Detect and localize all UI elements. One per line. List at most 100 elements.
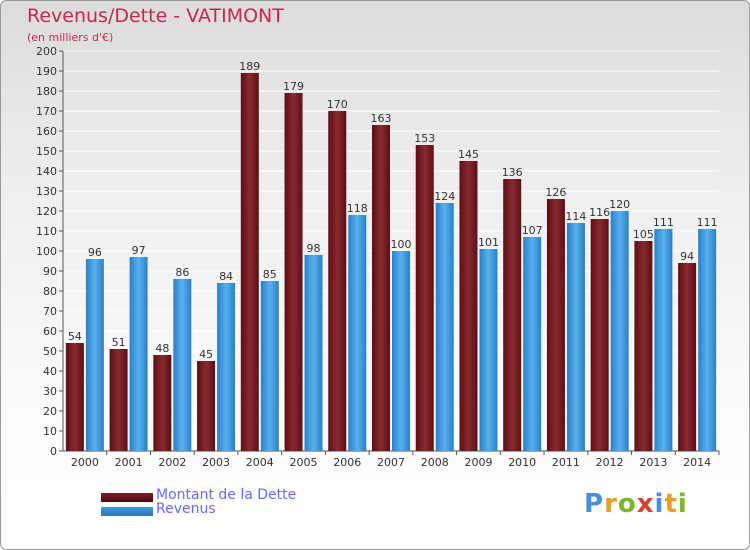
data-label: 118 [347, 202, 368, 215]
bar-dette [197, 361, 216, 451]
x-tick-label: 2005 [290, 456, 318, 469]
x-tick-label: 2004 [246, 456, 274, 469]
data-label: 163 [371, 112, 392, 125]
bar-revenus [85, 259, 104, 451]
data-label: 179 [283, 80, 304, 93]
data-label: 120 [609, 198, 630, 211]
y-tick-label: 100 [36, 245, 57, 258]
y-tick-label: 140 [36, 165, 57, 178]
y-tick-label: 110 [36, 225, 57, 238]
bar-dette [546, 199, 565, 451]
data-label: 124 [434, 190, 455, 203]
x-tick-label: 2006 [333, 456, 361, 469]
data-label: 111 [653, 216, 674, 229]
bar-revenus [129, 257, 148, 451]
y-tick-label: 70 [43, 305, 57, 318]
data-label: 136 [502, 166, 523, 179]
bar-revenus [610, 211, 629, 451]
y-tick-label: 20 [43, 405, 57, 418]
data-label: 51 [112, 336, 126, 349]
logo-letter: o [617, 489, 637, 519]
x-tick-label: 2012 [596, 456, 624, 469]
data-label: 111 [697, 216, 718, 229]
bar-dette [634, 241, 653, 451]
data-label: 45 [199, 348, 213, 361]
bar-revenus [654, 229, 673, 451]
bar-dette [459, 161, 478, 451]
data-label: 48 [155, 342, 169, 355]
logo-letter: r [604, 489, 618, 519]
bar-revenus [698, 229, 717, 451]
bar-dette [372, 125, 390, 451]
y-tick-label: 40 [43, 365, 57, 378]
bar-dette [284, 93, 303, 451]
data-label: 96 [88, 246, 102, 259]
bar-revenus [566, 223, 585, 451]
bar-dette [109, 349, 128, 451]
y-tick-label: 180 [36, 85, 57, 98]
logo-letter: P [584, 489, 605, 519]
data-label: 145 [458, 148, 479, 161]
data-label: 84 [219, 270, 233, 283]
data-label: 107 [522, 224, 543, 237]
bar-revenus [523, 237, 542, 451]
y-tick-label: 160 [36, 125, 57, 138]
bar-revenus [348, 215, 367, 451]
y-tick-label: 10 [43, 425, 57, 438]
x-tick-label: 2001 [115, 456, 143, 469]
bar-dette [240, 73, 259, 451]
bar-revenus [217, 283, 236, 451]
legend-label-revenus: Revenus [156, 501, 216, 517]
logo-letter: i [654, 489, 665, 519]
legend-swatch-revenus [101, 507, 153, 516]
data-label: 116 [589, 206, 610, 219]
bar-revenus [260, 281, 279, 451]
x-tick-label: 2000 [71, 456, 99, 469]
logo-letter: t [664, 489, 678, 519]
data-label: 101 [478, 236, 499, 249]
logo-letter: i [677, 489, 688, 519]
bar-dette [678, 263, 697, 451]
x-tick-label: 2009 [464, 456, 492, 469]
data-label: 153 [414, 132, 435, 145]
bar-revenus [392, 251, 410, 451]
bar-dette [503, 179, 522, 451]
data-label: 126 [545, 186, 566, 199]
y-tick-label: 90 [43, 265, 57, 278]
chart-title: Revenus/Dette - VATIMONT [27, 5, 284, 27]
data-label: 114 [565, 210, 586, 223]
data-label: 105 [633, 228, 654, 241]
y-tick-label: 130 [36, 185, 57, 198]
y-tick-label: 150 [36, 145, 57, 158]
chart-subtitle: (en milliers d'€) [27, 31, 114, 44]
bar-revenus [479, 249, 498, 451]
bar-revenus [304, 255, 323, 451]
bar-revenus [435, 203, 454, 451]
data-label: 86 [175, 266, 189, 279]
data-label: 189 [239, 60, 260, 73]
y-tick-label: 80 [43, 285, 57, 298]
y-tick-label: 170 [36, 105, 57, 118]
data-label: 170 [327, 98, 348, 111]
bar-dette [328, 111, 347, 451]
proxiti-logo: Proxiti [584, 489, 688, 519]
bar-dette [415, 145, 434, 451]
y-tick-label: 50 [43, 345, 57, 358]
x-tick-label: 2014 [683, 456, 711, 469]
y-tick-label: 60 [43, 325, 57, 338]
x-tick-label: 2010 [508, 456, 536, 469]
data-label: 94 [680, 250, 694, 263]
data-label: 97 [132, 244, 146, 257]
bar-dette [590, 219, 609, 451]
legend-label-dette: Montant de la Dette [156, 487, 297, 503]
data-label: 98 [307, 242, 321, 255]
x-tick-label: 2013 [639, 456, 667, 469]
data-label: 85 [263, 268, 277, 281]
bar-dette [153, 355, 172, 451]
y-tick-label: 200 [36, 45, 57, 58]
x-tick-label: 2011 [552, 456, 580, 469]
x-tick-label: 2003 [202, 456, 230, 469]
x-tick-label: 2007 [377, 456, 405, 469]
